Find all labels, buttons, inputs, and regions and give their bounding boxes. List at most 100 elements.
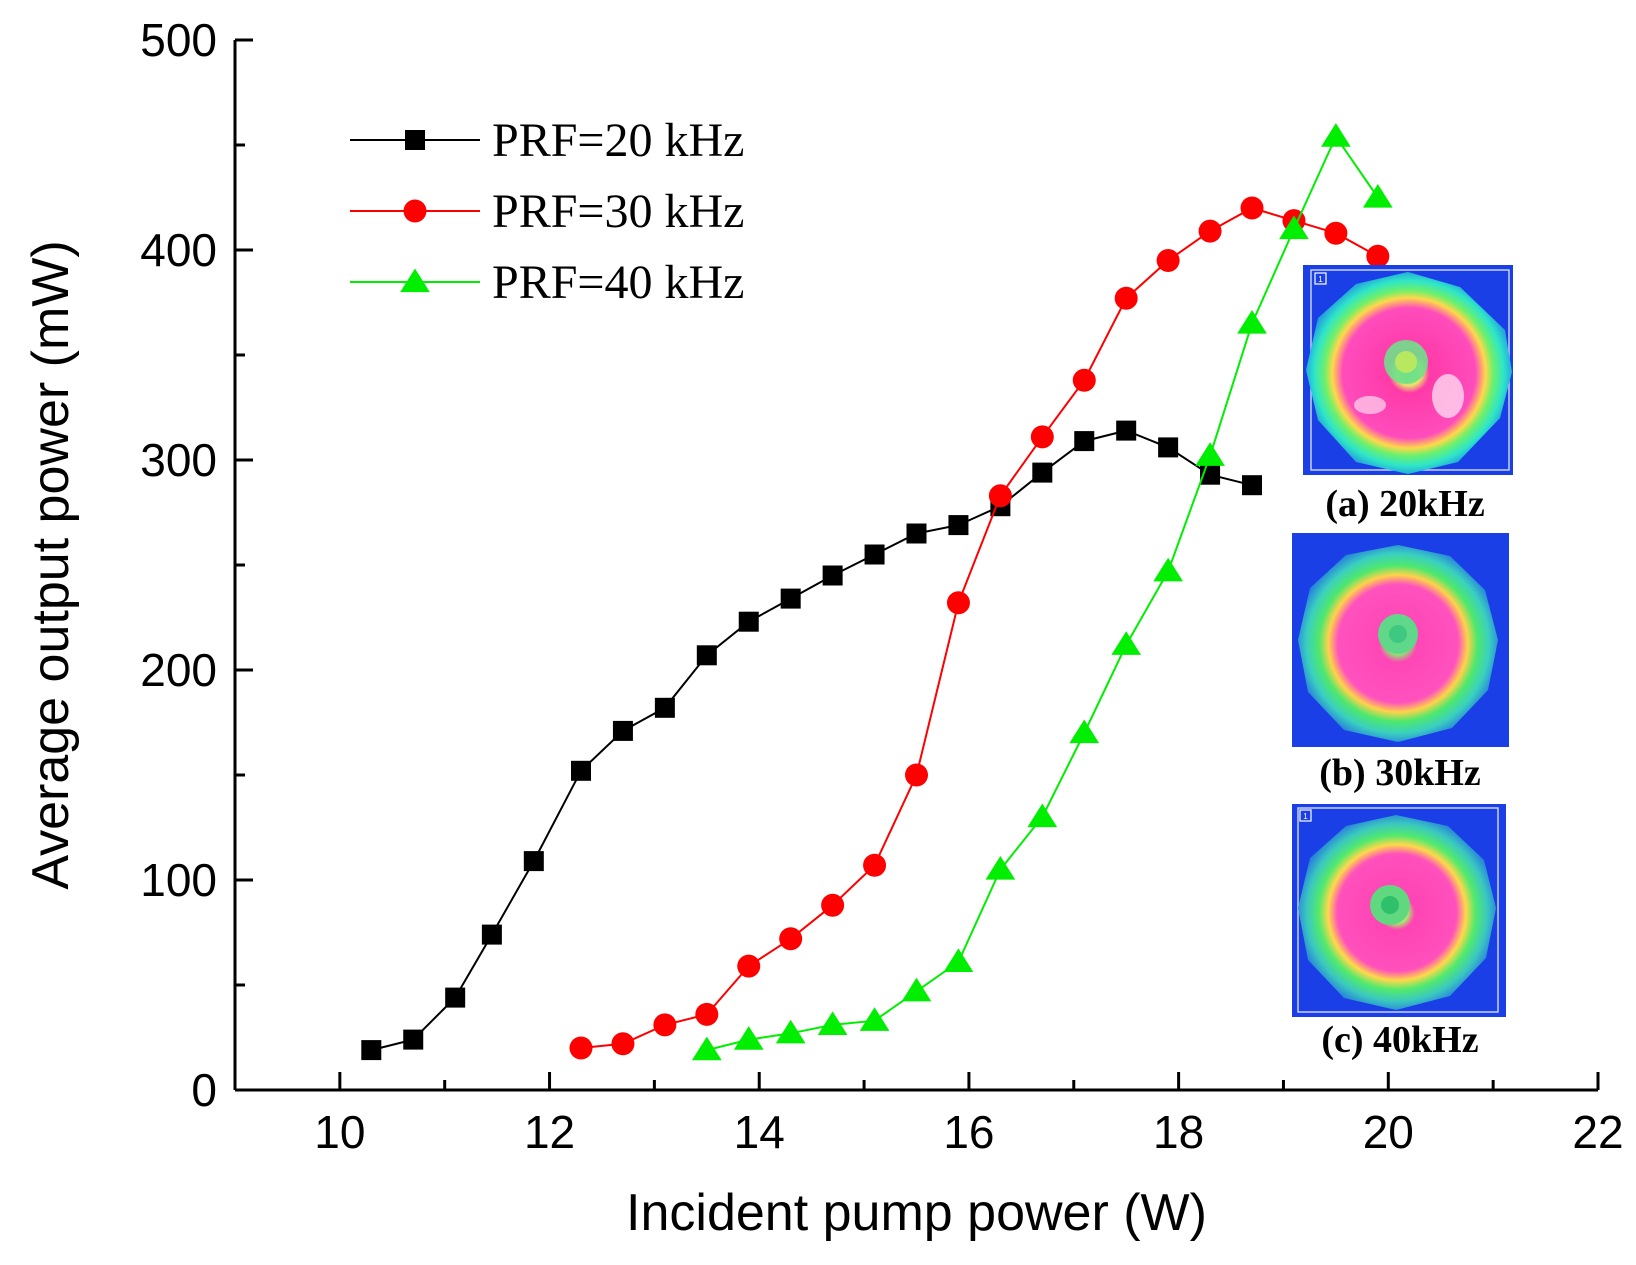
- y-tick-label: 100: [140, 854, 217, 906]
- data-point: [569, 1036, 593, 1060]
- data-point: [1321, 123, 1351, 147]
- y-axis-ticks: 0 100 200 300 400 500: [140, 14, 253, 1116]
- data-point: [1072, 368, 1096, 392]
- legend-label: PRF=30 kHz: [492, 185, 744, 238]
- y-tick-label: 0: [191, 1064, 217, 1116]
- data-point: [1324, 221, 1348, 245]
- data-point: [1240, 196, 1264, 220]
- x-axis-title: Incident pump power (W): [626, 1184, 1207, 1242]
- data-point: [1242, 475, 1263, 496]
- data-point: [1198, 219, 1222, 243]
- inset-a-marker-label: 1: [1318, 275, 1323, 284]
- data-point: [864, 544, 885, 565]
- data-point: [1362, 184, 1393, 208]
- data-point: [822, 565, 843, 586]
- x-tick-label: 16: [943, 1106, 994, 1158]
- x-tick-label: 18: [1153, 1106, 1204, 1158]
- data-point: [905, 763, 928, 787]
- beam-core-center-b: [1389, 625, 1407, 643]
- data-point: [988, 484, 1012, 508]
- x-tick-label: 20: [1363, 1106, 1414, 1158]
- inset-c-frame: [1297, 807, 1499, 1013]
- legend-item: PRF=20 kHz: [350, 114, 744, 167]
- axes: 10 12 14 16 18 20 22 0 100 200 300 400 500: [140, 14, 1623, 1158]
- data-point: [1074, 431, 1095, 452]
- data-point: [1366, 244, 1390, 268]
- data-point: [948, 515, 969, 536]
- data-point: [361, 1040, 382, 1061]
- x-tick-label: 10: [314, 1106, 365, 1158]
- data-point: [696, 645, 717, 666]
- data-point: [445, 987, 466, 1008]
- data-point: [654, 697, 675, 718]
- legend-item: PRF=30 kHz: [350, 185, 744, 238]
- legend-marker: [400, 268, 430, 293]
- inset-a-marker: [1314, 272, 1327, 285]
- data-point: [733, 1026, 764, 1050]
- legend-marker: [405, 130, 425, 150]
- data-point: [1030, 425, 1054, 449]
- data-point: [821, 893, 845, 917]
- data-point: [570, 760, 591, 781]
- data-point: [859, 1007, 890, 1031]
- data-point: [523, 851, 544, 872]
- data-point: [985, 856, 1016, 880]
- legend-label: PRF=40 kHz: [492, 256, 744, 309]
- series-1: [361, 420, 1263, 1061]
- data-point: [695, 1002, 719, 1026]
- x-tick-label: 12: [524, 1106, 575, 1158]
- data-point: [403, 1029, 424, 1050]
- beam-core-center-a: [1395, 351, 1417, 373]
- x-axis-ticks: 10 12 14 16 18 20 22: [233, 1072, 1624, 1158]
- series-line: [706, 134, 1379, 1052]
- legend: PRF=20 kHz PRF=30 kHz PRF=40 kHz: [350, 114, 744, 309]
- data-point: [737, 954, 761, 978]
- data-point: [775, 1019, 806, 1044]
- inset-a: 1 (a) 20kHz: [1303, 265, 1513, 525]
- data-point: [1156, 249, 1180, 272]
- inset-c: 1 (c) 40kHz: [1292, 804, 1506, 1061]
- y-axis-title: Average output power (mW): [22, 240, 80, 889]
- series-2: [569, 196, 1390, 1060]
- data-point: [1111, 631, 1142, 655]
- data-point: [817, 1011, 848, 1036]
- data-point: [780, 588, 801, 609]
- y-tick-label: 400: [140, 224, 217, 276]
- data-point: [779, 927, 803, 951]
- data-point: [1114, 286, 1138, 310]
- data-point: [1069, 719, 1100, 744]
- beam-profile-insets: 1 (a) 20kHz (b) 30kHz 1: [1292, 265, 1513, 1061]
- inset-b: (b) 30kHz: [1292, 533, 1509, 794]
- inset-c-marker: [1299, 809, 1312, 822]
- beam-core-center-c: [1381, 896, 1399, 914]
- data-point: [1027, 803, 1058, 828]
- data-point: [1032, 462, 1053, 483]
- plot-area: [361, 123, 1393, 1061]
- data-point: [946, 591, 970, 615]
- data-point: [943, 948, 974, 973]
- legend-marker: [403, 199, 427, 223]
- data-point: [611, 1032, 635, 1056]
- data-point: [1116, 420, 1137, 441]
- x-tick-label: 14: [734, 1106, 785, 1158]
- series-line: [371, 429, 1253, 1052]
- beam-hotspot-a: [1432, 374, 1464, 418]
- y-tick-label: 200: [140, 644, 217, 696]
- legend-label: PRF=20 kHz: [492, 114, 744, 167]
- data-point: [1237, 310, 1267, 334]
- x-tick-label: 22: [1572, 1106, 1623, 1158]
- data-point: [653, 1013, 677, 1037]
- data-point: [863, 853, 887, 877]
- data-point: [1195, 442, 1225, 466]
- inset-c-marker-label: 1: [1303, 812, 1308, 821]
- data-point: [1153, 557, 1183, 582]
- inset-b-caption: (b) 30kHz: [1319, 752, 1481, 794]
- data-point: [481, 924, 502, 945]
- data-point: [691, 1036, 722, 1061]
- data-point: [1279, 215, 1309, 240]
- data-point: [738, 611, 759, 632]
- data-point: [612, 720, 633, 741]
- inset-c-caption: (c) 40kHz: [1321, 1019, 1478, 1061]
